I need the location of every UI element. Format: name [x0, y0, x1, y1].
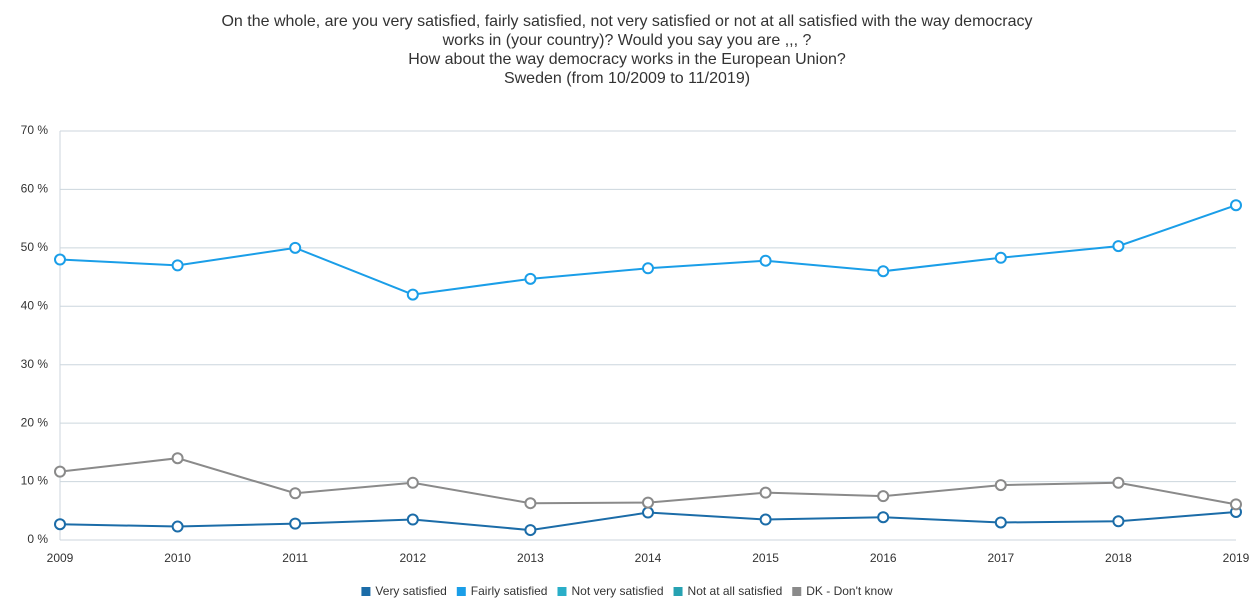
point	[171, 259, 184, 272]
legend-swatch	[456, 587, 466, 596]
point	[54, 465, 66, 478]
point	[877, 511, 890, 524]
point	[994, 251, 1007, 264]
chart-title: How about the way democracy works in the…	[408, 51, 846, 68]
legend-label: DK - Don't know	[806, 584, 893, 598]
x-tick-label: 2018	[1105, 551, 1132, 565]
point	[289, 241, 302, 254]
legend-label: Not at all satisfied	[688, 584, 783, 598]
point	[289, 517, 302, 530]
point	[54, 518, 66, 531]
point	[759, 513, 772, 526]
y-tick-label: 10 %	[21, 474, 49, 488]
x-tick-label: 2015	[752, 551, 779, 565]
point	[171, 452, 184, 465]
point	[1112, 240, 1125, 253]
point	[54, 253, 66, 266]
legend-label: Very satisfied	[375, 584, 446, 598]
chart-title: Sweden (from 10/2009 to 11/2019)	[504, 70, 750, 87]
point	[994, 516, 1007, 529]
y-tick-label: 50 %	[21, 240, 49, 254]
x-tick-label: 2017	[987, 551, 1014, 565]
point	[642, 262, 654, 275]
point	[1230, 498, 1242, 511]
y-tick-label: 0 %	[27, 532, 48, 546]
legend: Very satisfied Fairly satisfied Not very s…	[361, 584, 893, 598]
x-tick-label: 2011	[282, 551, 308, 565]
y-tick-label: 70 %	[21, 123, 49, 137]
point	[524, 524, 537, 537]
x-tick-label: 2019	[1223, 551, 1250, 565]
point	[994, 479, 1007, 492]
legend-label: Not very satisfied	[571, 584, 663, 598]
point	[524, 497, 537, 510]
legend-swatch	[792, 587, 802, 596]
x-tick-label: 2016	[870, 551, 897, 565]
x-tick-label: 2013	[517, 551, 544, 565]
point	[1112, 515, 1125, 528]
point	[406, 476, 419, 489]
chart-title: On the whole, are you very satisfied, fa…	[221, 13, 1032, 30]
point	[642, 496, 654, 509]
point	[1112, 476, 1125, 489]
point	[524, 272, 537, 285]
legend-swatch	[361, 587, 371, 596]
x-tick-label: 2009	[47, 551, 74, 565]
legend-swatch	[557, 587, 567, 596]
y-tick-label: 40 %	[21, 298, 49, 312]
x-tick-label: 2012	[399, 551, 426, 565]
point	[289, 487, 302, 500]
point	[759, 254, 772, 267]
point	[406, 513, 419, 526]
y-tick-label: 30 %	[21, 357, 49, 371]
point	[759, 486, 772, 499]
y-tick-label: 60 %	[21, 182, 49, 196]
point	[406, 288, 419, 301]
chart-title: works in (your country)? Would you say y…	[442, 32, 812, 49]
legend-swatch	[673, 587, 683, 596]
x-tick-label: 2014	[635, 551, 662, 565]
point	[642, 506, 654, 519]
point	[1230, 199, 1242, 212]
point	[877, 490, 890, 503]
legend-label: Fairly satisfied	[471, 584, 548, 598]
point	[171, 520, 184, 533]
series-line	[59, 204, 1237, 296]
y-tick-label: 20 %	[21, 415, 49, 429]
point	[877, 265, 890, 278]
x-tick-label: 2010	[164, 551, 191, 565]
